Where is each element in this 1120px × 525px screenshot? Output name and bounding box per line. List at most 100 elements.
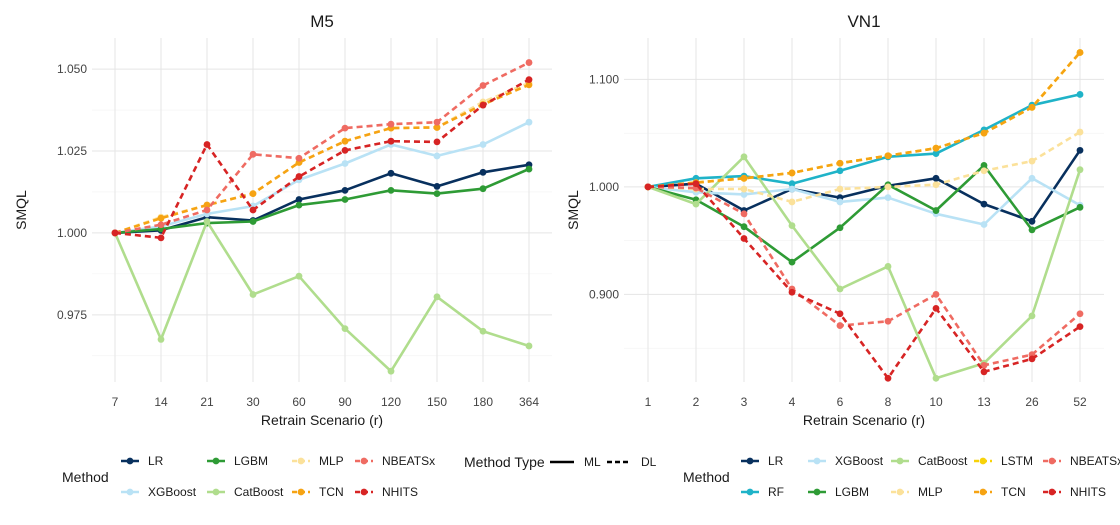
data-point — [836, 185, 844, 193]
legend-type-dl: DL — [607, 455, 657, 469]
panel-m5: M5 0.975 1.000 1.025 1.050 7 14 21 30 60 90 120 150 1… — [13, 12, 657, 499]
data-point — [479, 185, 487, 193]
x-tick-label: 2 — [693, 395, 700, 409]
data-point — [740, 235, 748, 242]
legend-label: LSTM — [1001, 454, 1033, 468]
y-tick-label: 1.050 — [57, 62, 87, 76]
panel-title: VN1 — [847, 12, 880, 31]
data-point — [295, 154, 303, 162]
legend-label: NBEATSx — [382, 454, 435, 468]
data-point — [1076, 49, 1084, 56]
legend-key-point — [297, 457, 305, 465]
data-point — [980, 368, 988, 376]
legend-label: XGBoost — [835, 454, 884, 468]
legend-key-point — [979, 488, 987, 496]
data-point — [249, 190, 257, 198]
legend-key-point — [212, 457, 220, 465]
data-point — [884, 194, 892, 202]
legend-key-point — [813, 457, 821, 465]
gridlines — [92, 38, 552, 382]
legend-key-point — [126, 457, 134, 465]
data-point — [479, 82, 487, 89]
data-point — [479, 101, 487, 109]
y-axis-label: SMQL — [13, 190, 29, 230]
series-line — [647, 130, 1081, 204]
series-line — [647, 149, 1082, 223]
legend-type-ml: ML — [550, 455, 601, 469]
data-point — [341, 196, 349, 203]
legend-item-xgboost: XGBoost — [121, 485, 197, 499]
legend-key-point — [1048, 488, 1056, 496]
legend-label: TCN — [319, 485, 344, 499]
legend-key-point — [360, 488, 368, 496]
legend-key-point — [1048, 457, 1056, 465]
legend-item-mlp: MLP — [292, 454, 344, 468]
legend-key-point — [360, 457, 368, 465]
data-point — [980, 221, 988, 228]
data-point — [203, 206, 211, 214]
series-line — [647, 182, 1081, 380]
series-line — [647, 51, 1081, 189]
series-line — [647, 185, 1081, 367]
x-tick-label: 14 — [154, 395, 168, 409]
x-tick-label: 13 — [977, 395, 991, 409]
legend-type-label: ML — [584, 455, 601, 469]
data-point — [525, 165, 533, 173]
data-point — [932, 150, 940, 157]
data-point — [1076, 323, 1084, 331]
data-point — [1028, 217, 1036, 225]
data-point — [525, 118, 533, 126]
x-tick-label: 150 — [427, 395, 447, 409]
data-point — [740, 210, 748, 218]
data-point — [884, 374, 892, 382]
x-tick-label: 1 — [645, 395, 652, 409]
data-point — [1028, 174, 1036, 182]
panel-title: M5 — [310, 12, 334, 31]
data-point — [932, 374, 940, 382]
legend-item-nbeatsx: NBEATSx — [355, 454, 435, 468]
x-tick-label: 30 — [246, 395, 260, 409]
legend-item-catboost: CatBoost — [891, 454, 968, 468]
legend-item-nbeatsx: NBEATSx — [1043, 454, 1120, 468]
series-mlp — [644, 128, 1084, 206]
data-point — [980, 200, 988, 208]
legend-key-point — [746, 457, 754, 465]
data-point — [203, 201, 211, 209]
legend-label: LR — [768, 454, 784, 468]
data-point — [740, 191, 748, 198]
series-lr — [644, 146, 1084, 225]
x-axis-label: Retrain Scenario (r) — [803, 412, 925, 428]
data-point — [1076, 91, 1084, 98]
legend-key-point — [746, 488, 754, 496]
legend-key-point — [896, 457, 904, 465]
data-point — [932, 290, 940, 298]
data-point — [479, 168, 487, 176]
data-point — [249, 218, 257, 225]
y-tick-label: 0.900 — [589, 287, 619, 301]
legend-item-catboost: CatBoost — [207, 485, 284, 499]
legend-key-point — [813, 488, 821, 496]
x-tick-label: 90 — [338, 395, 352, 409]
legend-label: MLP — [918, 485, 943, 499]
data-point — [980, 129, 988, 137]
data-point — [341, 146, 349, 154]
data-point — [1028, 312, 1036, 320]
data-point — [341, 186, 349, 194]
data-point — [788, 288, 796, 296]
data-point — [980, 161, 988, 169]
legend-label: NHITS — [382, 485, 418, 499]
x-tick-label: 60 — [292, 395, 306, 409]
data-point — [836, 198, 844, 206]
data-point — [980, 361, 988, 369]
data-point — [836, 159, 844, 167]
series-line — [647, 93, 1081, 189]
data-point — [740, 185, 748, 193]
y-tick-label: 1.000 — [589, 180, 619, 194]
legend-key-point — [212, 488, 220, 496]
data-point — [387, 120, 395, 128]
x-tick-label: 26 — [1025, 395, 1039, 409]
x-tick-label: 8 — [885, 395, 892, 409]
data-point — [932, 144, 940, 152]
series-line — [114, 81, 530, 235]
